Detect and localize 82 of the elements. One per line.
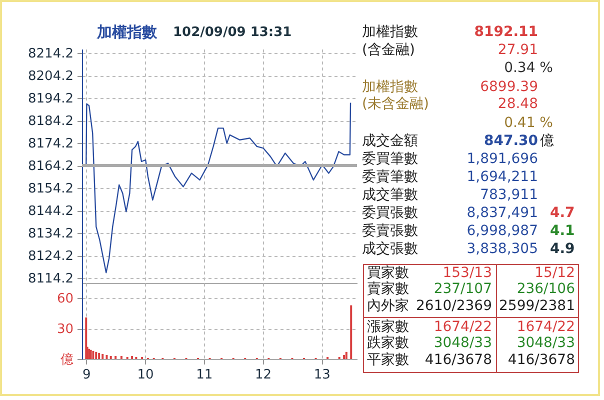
text: (未含金融)	[362, 96, 429, 112]
text: 漲家數	[367, 319, 409, 335]
text: 1674/22	[434, 319, 492, 335]
y-tick-label: 8134.2	[28, 226, 74, 242]
text: 成交金額	[362, 133, 418, 149]
y-tick-label: 8174.2	[28, 136, 74, 152]
y-tick-label: 8194.2	[28, 92, 74, 107]
bar	[110, 356, 112, 359]
text: 委買張數	[362, 205, 418, 221]
text: 買家數	[367, 265, 409, 281]
bar	[343, 354, 346, 359]
text: 成交張數	[362, 241, 418, 257]
text: 億	[540, 133, 554, 149]
text: 28.48	[498, 96, 538, 112]
y-tick-label: 8214.2	[28, 46, 74, 62]
y-tick-label: 30	[56, 322, 74, 338]
text: 3048/33	[516, 335, 575, 351]
bar	[90, 350, 92, 359]
text: 8192.11	[474, 24, 538, 40]
text: 1,891,696	[466, 151, 538, 167]
text: 153/13	[442, 265, 492, 281]
chart-title: 加權指數	[97, 23, 157, 41]
text: 加權指數	[362, 24, 418, 40]
x-tick-label: 12	[255, 368, 272, 382]
bar	[350, 305, 352, 359]
text: 3048/33	[434, 335, 492, 351]
text: 847.30	[484, 133, 538, 149]
y-tick-label: 8164.2	[28, 159, 74, 174]
text: 416/3678	[424, 352, 492, 368]
text: 237/107	[434, 281, 492, 297]
text: 內外家	[367, 298, 409, 314]
y-tick-label: 8124.2	[28, 249, 74, 264]
text: 1,694,211	[466, 169, 538, 185]
text: 成交筆數	[362, 187, 418, 203]
line-series	[86, 102, 352, 274]
bar	[120, 356, 122, 359]
text: 6,998,987	[466, 223, 538, 239]
text: 2610/2369	[416, 298, 492, 314]
y-tick-label: 億	[60, 352, 74, 368]
text: 1674/22	[516, 319, 575, 335]
text: 8,837,491	[466, 205, 538, 221]
y-tick-label: 8154.2	[28, 182, 74, 197]
text: 6899.39	[480, 79, 538, 95]
bar	[92, 350, 94, 359]
text: 4.9	[550, 241, 575, 257]
bar	[85, 317, 88, 359]
x-tick-label: 9	[82, 368, 91, 382]
chart-subtitle: 102/09/09 13:31	[173, 25, 292, 41]
text: 4.7	[550, 205, 575, 221]
y-tick-label: 8204.2	[28, 69, 74, 84]
y-tick-label: 8184.2	[28, 114, 74, 130]
y-tick-label: 8114.2	[28, 272, 74, 287]
x-tick-label: 11	[196, 368, 213, 382]
text: 3,838,305	[466, 241, 538, 257]
text: 0.34 %	[504, 60, 553, 76]
text: 委賣張數	[362, 223, 418, 239]
text: 27.91	[498, 42, 538, 58]
bar	[131, 356, 134, 359]
text: 0.41 %	[504, 115, 553, 131]
text: 賣家數	[367, 281, 409, 297]
text: 委賣筆數	[362, 169, 418, 185]
x-tick-label: 10	[137, 368, 154, 382]
text: 783,911	[480, 187, 538, 203]
text: 2599/2381	[499, 298, 575, 314]
bar	[95, 352, 98, 359]
text: 15/12	[534, 265, 575, 281]
x-tick-label: 13	[314, 368, 330, 382]
bar	[98, 352, 100, 359]
text: 416/3678	[508, 352, 575, 368]
y-tick-label: 60	[56, 292, 74, 307]
text: 委買筆數	[362, 151, 418, 167]
text: 跌家數	[367, 335, 409, 351]
text: (含金融)	[362, 42, 415, 58]
bar	[106, 354, 108, 359]
text: 加權指數	[362, 79, 418, 95]
text: 4.1	[550, 223, 575, 239]
bar	[102, 354, 104, 359]
bar	[345, 352, 348, 359]
bar	[114, 356, 117, 359]
text: 236/106	[516, 281, 575, 297]
y-tick-label: 8144.2	[28, 204, 74, 220]
text: 平家數	[367, 352, 409, 368]
